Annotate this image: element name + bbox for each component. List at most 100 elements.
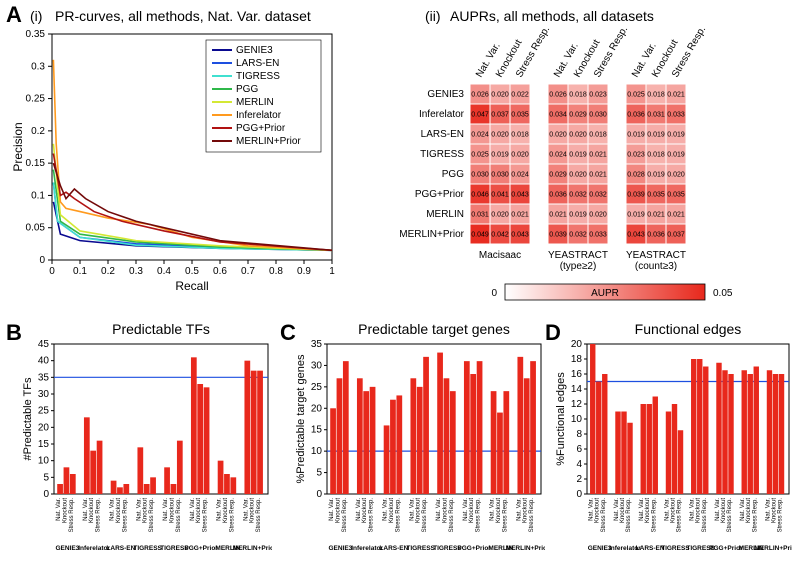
svg-text:Knockout: Knockout — [223, 498, 229, 523]
svg-text:Knockout: Knockout — [89, 498, 95, 523]
svg-text:Stress Resp.: Stress Resp. — [778, 498, 784, 533]
svg-text:Nat. Var.: Nat. Var. — [490, 498, 496, 521]
svg-text:0.1: 0.1 — [31, 190, 45, 201]
panel-a-ii-label: (ii) — [425, 8, 441, 24]
svg-text:MERLIN+Prior: MERLIN+Prior — [236, 136, 301, 147]
svg-text:PGG: PGG — [442, 169, 464, 180]
svg-text:0.021: 0.021 — [667, 91, 685, 98]
svg-text:0.021: 0.021 — [667, 211, 685, 218]
svg-text:Nat. Var.: Nat. Var. — [190, 498, 196, 521]
svg-text:0.019: 0.019 — [647, 131, 665, 138]
svg-text:0.043: 0.043 — [511, 231, 529, 238]
svg-text:15: 15 — [38, 439, 50, 450]
svg-text:#Predictable TFs: #Predictable TFs — [22, 377, 34, 460]
svg-text:0.041: 0.041 — [491, 191, 509, 198]
svg-text:0.9: 0.9 — [297, 266, 311, 277]
svg-text:Stress Resp.: Stress Resp. — [176, 498, 182, 533]
svg-text:Macisaac: Macisaac — [479, 250, 521, 261]
svg-text:Stress Resp.: Stress Resp. — [592, 24, 630, 79]
svg-text:MERLIN: MERLIN — [426, 209, 464, 220]
svg-text:Stress Resp.: Stress Resp. — [702, 498, 708, 533]
svg-text:0.047: 0.047 — [471, 111, 489, 118]
svg-text:Knockout: Knockout — [335, 498, 341, 523]
svg-text:0.021: 0.021 — [549, 211, 567, 218]
svg-text:Stress Resp.: Stress Resp. — [514, 24, 552, 79]
svg-text:Inferelator: Inferelator — [236, 110, 282, 121]
svg-text:Stress Resp.: Stress Resp. — [651, 498, 657, 533]
svg-text:0.05: 0.05 — [26, 223, 46, 234]
svg-text:0.043: 0.043 — [511, 191, 529, 198]
svg-text:PGG+Prior: PGG+Prior — [415, 189, 465, 200]
svg-text:0.019: 0.019 — [569, 151, 587, 158]
svg-text:Nat. Var.: Nat. Var. — [163, 498, 169, 521]
svg-text:0.039: 0.039 — [627, 191, 645, 198]
svg-text:0.020: 0.020 — [667, 171, 685, 178]
svg-text:Nat. Var.: Nat. Var. — [436, 498, 442, 521]
svg-text:0.2: 0.2 — [31, 126, 45, 137]
svg-text:YEASTRACT: YEASTRACT — [548, 250, 608, 261]
svg-text:TIGRESS: TIGRESS — [420, 149, 464, 160]
svg-text:TIGRESS: TIGRESS — [236, 71, 280, 82]
svg-text:0.018: 0.018 — [647, 151, 665, 158]
aupr-heatmap: GENIE3InferelatorLARS-ENTIGRESSPGGPGG+Pr… — [400, 24, 790, 324]
svg-text:0.019: 0.019 — [647, 171, 665, 178]
svg-text:Stress Resp.: Stress Resp. — [449, 498, 455, 533]
svg-text:Stress Resp.: Stress Resp. — [395, 498, 401, 533]
svg-text:0.05: 0.05 — [713, 288, 733, 299]
svg-text:PGG+Prior: PGG+Prior — [457, 545, 491, 552]
svg-text:LARS-EN: LARS-EN — [106, 545, 135, 552]
svg-text:30: 30 — [38, 389, 50, 400]
svg-text:0.019: 0.019 — [627, 131, 645, 138]
svg-text:0.032: 0.032 — [589, 191, 607, 198]
functional-edges-chart: Functional edges02468101214161820%Functi… — [555, 322, 792, 572]
svg-text:0.021: 0.021 — [589, 171, 607, 178]
panel-c-label: C — [280, 320, 296, 346]
svg-text:(type≥2): (type≥2) — [560, 261, 597, 272]
svg-text:0.020: 0.020 — [491, 211, 509, 218]
svg-text:PGG+Prior: PGG+Prior — [184, 545, 218, 552]
svg-text:0.035: 0.035 — [511, 111, 529, 118]
svg-text:Nat. Var.: Nat. Var. — [110, 498, 116, 521]
svg-text:0.031: 0.031 — [471, 211, 489, 218]
svg-text:Functional edges: Functional edges — [635, 322, 742, 337]
predictable-tfs-chart: Predictable TFs051015202530354045#Predic… — [22, 322, 272, 572]
svg-text:Stress Resp.: Stress Resp. — [529, 498, 535, 533]
svg-text:0.039: 0.039 — [549, 231, 567, 238]
svg-text:Stress Resp.: Stress Resp. — [502, 498, 508, 533]
svg-text:30: 30 — [311, 360, 323, 371]
svg-text:PGG: PGG — [236, 84, 258, 95]
svg-text:Stress Resp.: Stress Resp. — [122, 498, 128, 533]
svg-text:Stress Resp.: Stress Resp. — [229, 498, 235, 533]
svg-text:10: 10 — [311, 446, 323, 457]
svg-text:Nat. Var.: Nat. Var. — [516, 498, 522, 521]
svg-text:0.033: 0.033 — [667, 111, 685, 118]
svg-text:0.036: 0.036 — [627, 111, 645, 118]
svg-text:0.35: 0.35 — [26, 29, 46, 40]
svg-text:0.023: 0.023 — [589, 91, 607, 98]
svg-text:0.019: 0.019 — [627, 211, 645, 218]
svg-text:0.3: 0.3 — [31, 61, 45, 72]
svg-text:6: 6 — [576, 444, 582, 455]
svg-text:TIGRESS: TIGRESS — [406, 545, 435, 552]
svg-text:0.021: 0.021 — [647, 211, 665, 218]
panel-a-i-label: (i) — [30, 8, 42, 24]
svg-text:0.030: 0.030 — [491, 171, 509, 178]
svg-text:Nat. Var.: Nat. Var. — [329, 498, 335, 521]
svg-text:0.018: 0.018 — [511, 131, 529, 138]
svg-text:(count≥3): (count≥3) — [635, 261, 677, 272]
svg-text:0.7: 0.7 — [241, 266, 255, 277]
svg-text:Stress Resp.: Stress Resp. — [69, 498, 75, 533]
svg-text:0.025: 0.025 — [471, 151, 489, 158]
svg-text:0.032: 0.032 — [569, 231, 587, 238]
svg-text:0.025: 0.025 — [627, 91, 645, 98]
svg-text:0.019: 0.019 — [491, 151, 509, 158]
svg-text:0.021: 0.021 — [589, 151, 607, 158]
svg-text:10: 10 — [571, 414, 583, 425]
panel-b-label: B — [6, 320, 22, 346]
svg-text:Knockout: Knockout — [523, 498, 529, 523]
svg-text:Stress Resp.: Stress Resp. — [369, 498, 375, 533]
svg-text:Stress Resp.: Stress Resp. — [752, 498, 758, 533]
svg-text:0.020: 0.020 — [589, 211, 607, 218]
svg-text:5: 5 — [43, 472, 49, 483]
svg-text:Knockout: Knockout — [469, 498, 475, 523]
